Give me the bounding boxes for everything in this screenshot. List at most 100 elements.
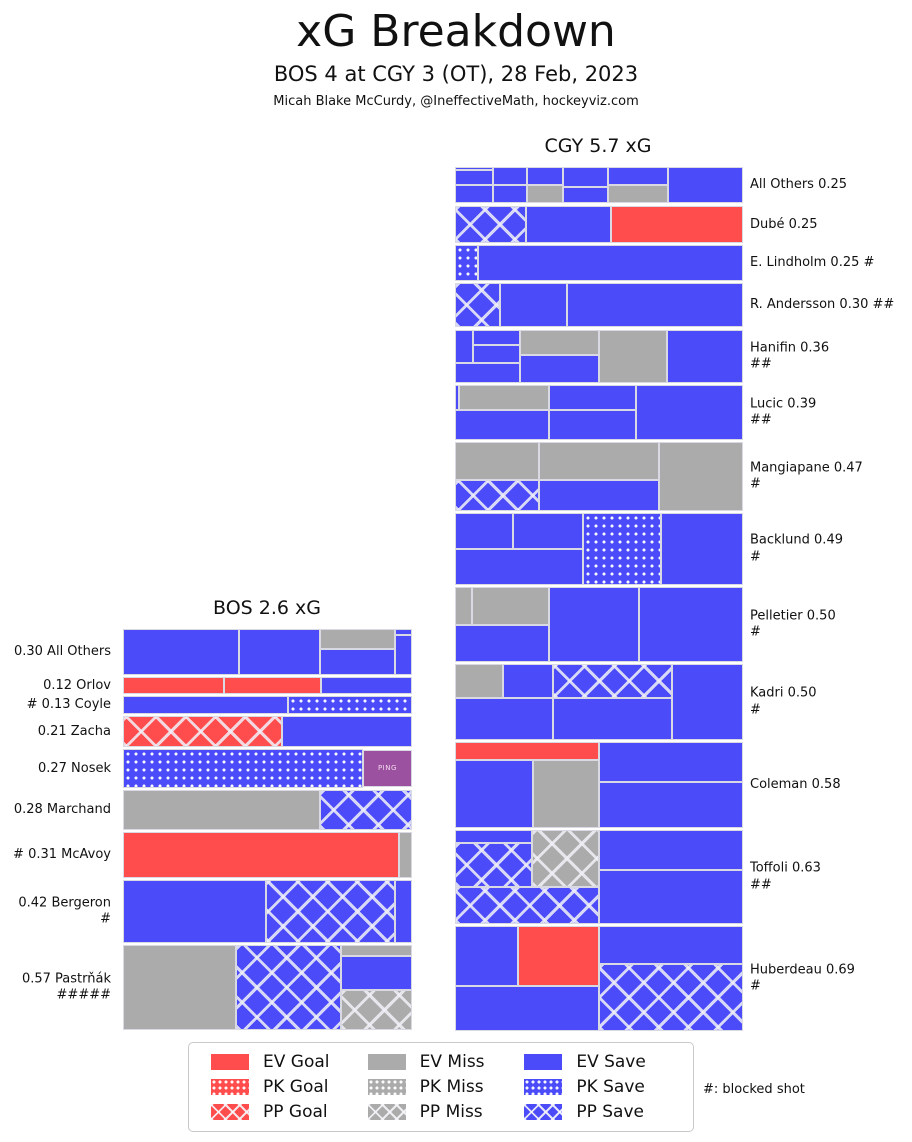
shot-cell-pp-save bbox=[266, 880, 395, 943]
legend-item-pp-goal: PP Goal bbox=[211, 1102, 368, 1122]
legend-swatch-ev-miss bbox=[367, 1054, 406, 1070]
player-row-mangiapane bbox=[455, 442, 743, 511]
legend-swatch-pk-miss bbox=[367, 1079, 406, 1095]
shot-cell-ev-save bbox=[455, 385, 460, 411]
shot-cell-ev-save bbox=[667, 167, 743, 203]
player-label-lucic: Lucic 0.39 ## bbox=[750, 396, 817, 428]
shot-cell-ev-goal bbox=[610, 206, 743, 243]
shot-cell-ev-miss bbox=[341, 945, 412, 956]
player-row-orlov bbox=[123, 677, 412, 694]
player-row-mcavoy bbox=[123, 832, 412, 878]
player-label-orlov: 0.12 Orlov bbox=[43, 677, 111, 693]
page-title: xG Breakdown bbox=[296, 6, 616, 57]
shot-cell-ev-save bbox=[394, 880, 412, 943]
shot-cell-ev-save bbox=[455, 410, 549, 440]
player-label-toffoli: Toffoli 0.63 ## bbox=[750, 860, 821, 893]
player-label-zacha: 0.21 Zacha bbox=[37, 723, 111, 739]
shot-cell-ev-save bbox=[599, 782, 743, 828]
player-label-coyle: # 0.13 Coyle bbox=[26, 696, 111, 712]
player-row-bergeron bbox=[123, 880, 412, 943]
shot-cell-ev-goal bbox=[123, 832, 399, 878]
shot-cell-ev-miss bbox=[398, 832, 412, 878]
legend-label-pp-miss: PP Miss bbox=[419, 1102, 483, 1122]
shot-cell-ev-save bbox=[493, 185, 528, 203]
legend-label-pp-save: PP Save bbox=[576, 1102, 644, 1122]
player-label-nosek: 0.27 Nosek bbox=[37, 760, 111, 776]
shot-cell-ev-save bbox=[538, 479, 660, 511]
shot-cell-ev-save bbox=[472, 330, 520, 345]
legend-item-pk-miss: PK Miss bbox=[367, 1077, 525, 1097]
shot-cell-ev-save bbox=[639, 587, 743, 662]
shot-cell-ev-miss bbox=[455, 442, 539, 480]
team-heading-cgy: CGY 5.7 xG bbox=[544, 135, 652, 157]
shot-cell-ev-miss bbox=[455, 664, 503, 699]
shot-cell-ev-save bbox=[455, 698, 553, 740]
player-label-mangiapane: Mangiapane 0.47 # bbox=[750, 460, 863, 492]
shot-cell-ev-save bbox=[672, 664, 743, 740]
player-label-marchand: 0.28 Marchand bbox=[13, 801, 111, 817]
player-row-pastr-k bbox=[123, 945, 412, 1030]
shot-cell-ev-save bbox=[394, 634, 412, 675]
shot-cell-ev-save bbox=[567, 283, 743, 327]
player-row-nosek: PING bbox=[123, 749, 412, 788]
shot-cell-ev-save bbox=[660, 513, 743, 585]
shot-cell-ev-miss bbox=[599, 330, 667, 383]
player-row-zacha bbox=[123, 716, 412, 747]
shot-cell-ev-save bbox=[455, 830, 532, 844]
shot-cell-ev-miss bbox=[659, 442, 743, 511]
player-label-coleman: Coleman 0.58 bbox=[750, 776, 841, 792]
player-row-e-lindholm bbox=[455, 245, 743, 281]
shot-cell-ev-save bbox=[281, 716, 412, 747]
legend-label-pk-miss: PK Miss bbox=[419, 1077, 484, 1097]
blocked-shot-note: #: blocked shot bbox=[703, 1082, 805, 1097]
shot-cell-ev-save bbox=[455, 624, 549, 662]
shot-cell-pp-save bbox=[552, 664, 673, 699]
game-subtitle: BOS 4 at CGY 3 (OT), 28 Feb, 2023 bbox=[273, 62, 639, 86]
shot-cell-pp-save bbox=[455, 843, 532, 888]
shot-cell-ev-save bbox=[599, 926, 743, 964]
player-row-all-others bbox=[123, 629, 412, 675]
player-row-pelletier bbox=[455, 587, 743, 662]
shot-cell-pk-save bbox=[287, 696, 412, 714]
player-label-hanifin: Hanifin 0.36 ## bbox=[750, 340, 830, 372]
shot-cell-ev-goal bbox=[455, 742, 599, 761]
player-label-all-others: 0.30 All Others bbox=[13, 643, 111, 659]
shot-cell-ev-save bbox=[599, 742, 743, 783]
player-row-r-andersson bbox=[455, 283, 743, 327]
player-row-huberdeau bbox=[455, 926, 743, 1031]
shot-cell-ev-miss bbox=[459, 385, 549, 411]
legend-label-pk-goal: PK Goal bbox=[263, 1077, 329, 1097]
legend-item-ev-save: EV Save bbox=[524, 1052, 681, 1072]
shot-cell-ev-save bbox=[493, 167, 528, 185]
legend-label-pk-save: PK Save bbox=[576, 1077, 645, 1097]
shot-cell-ev-save bbox=[548, 385, 637, 411]
shot-cell-pp-save bbox=[455, 887, 599, 924]
shot-cell-ev-save bbox=[341, 955, 412, 991]
legend-swatch-ev-goal bbox=[211, 1054, 249, 1070]
shot-cell-ev-miss bbox=[538, 442, 660, 480]
shot-cell-ev-save bbox=[548, 587, 640, 662]
shot-cell-ev-save bbox=[636, 385, 743, 440]
shot-cell-ev-save bbox=[478, 245, 743, 281]
legend-label-ev-goal: EV Goal bbox=[263, 1052, 330, 1072]
shot-cell-ev-save bbox=[548, 410, 637, 440]
shot-cell-ev-save bbox=[527, 167, 564, 185]
shot-cell-ev-save bbox=[394, 629, 412, 635]
shot-cell-ev-save bbox=[123, 880, 267, 943]
legend-swatch-pk-goal bbox=[211, 1079, 249, 1095]
legend-swatch-pp-goal bbox=[211, 1104, 249, 1120]
player-label-r-andersson: R. Andersson 0.30 ## bbox=[750, 296, 895, 312]
player-row-toffoli bbox=[455, 830, 743, 924]
player-label-mcavoy: # 0.31 McAvoy bbox=[13, 846, 111, 862]
player-label-bergeron: 0.42 Bergeron # bbox=[18, 895, 111, 927]
shot-cell-pp-save bbox=[319, 790, 412, 830]
legend-label-pp-goal: PP Goal bbox=[263, 1102, 328, 1122]
legend-swatch-pk-save bbox=[524, 1079, 563, 1095]
shot-cell-pp-save bbox=[455, 206, 526, 243]
shot-cell-ev-save bbox=[455, 362, 520, 383]
shot-cell-ev-save bbox=[607, 167, 668, 185]
shot-cell-ev-save bbox=[455, 185, 494, 203]
shot-cell-ev-save bbox=[666, 330, 743, 383]
shot-cell-ev-miss bbox=[455, 587, 473, 625]
